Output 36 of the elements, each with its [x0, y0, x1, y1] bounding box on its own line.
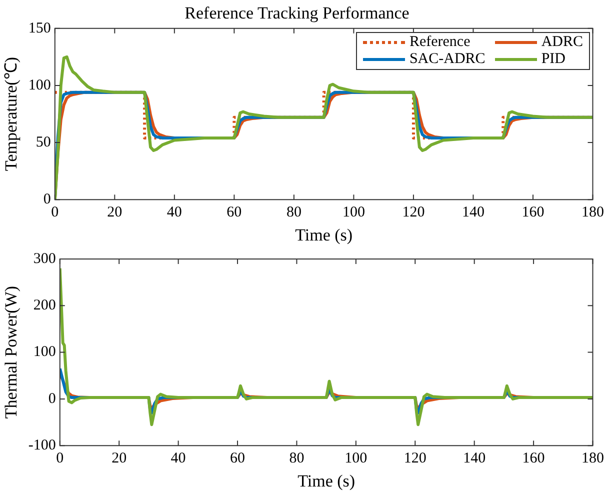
x-tick-label: 40	[170, 450, 186, 467]
x-tick-label: 40	[166, 204, 182, 221]
legend-label: SAC-ADRC	[409, 51, 486, 68]
x-tick-label: 80	[289, 450, 304, 467]
chart-title: Reference Tracking Performance	[184, 4, 410, 23]
x-axis-title: Time (s)	[298, 471, 356, 490]
y-tick-label: 300	[33, 250, 56, 267]
y-tick-label: -100	[28, 438, 56, 454]
x-tick-label: 60	[230, 450, 246, 467]
x-tick-label: 120	[404, 450, 426, 467]
x-tick-label: 140	[462, 204, 484, 221]
x-tick-label: 180	[582, 204, 604, 221]
y-tick-label: 100	[28, 77, 51, 94]
legend-label: Reference	[409, 34, 470, 51]
x-tick-label: 180	[582, 450, 604, 467]
y-tick-label: 150	[28, 20, 51, 36]
x-tick-label: 140	[463, 450, 486, 467]
y-tick-label: 200	[33, 298, 56, 314]
legend-label: ADRC	[541, 34, 583, 51]
x-tick-label: 60	[226, 204, 242, 221]
y-tick-label: 50	[36, 134, 51, 150]
y-tick-label: 100	[33, 344, 56, 360]
x-tick-label: 160	[522, 204, 544, 221]
x-axis-title: Time (s)	[295, 225, 353, 244]
x-tick-label: 120	[402, 204, 425, 221]
x-tick-label: 100	[342, 204, 365, 221]
x-tick-label: 20	[107, 204, 122, 221]
x-tick-label: 20	[112, 450, 127, 467]
y-tick-label: 0	[43, 192, 51, 208]
x-tick-label: 80	[286, 204, 302, 221]
y-axis-title: Thermal Power(W)	[2, 286, 21, 419]
x-tick-label: 100	[344, 450, 368, 467]
y-axis-title: Temperature(℃)	[2, 57, 21, 171]
y-tick-label: 0	[48, 390, 56, 407]
x-tick-label: 160	[522, 450, 545, 467]
legend-label: PID	[541, 51, 566, 68]
